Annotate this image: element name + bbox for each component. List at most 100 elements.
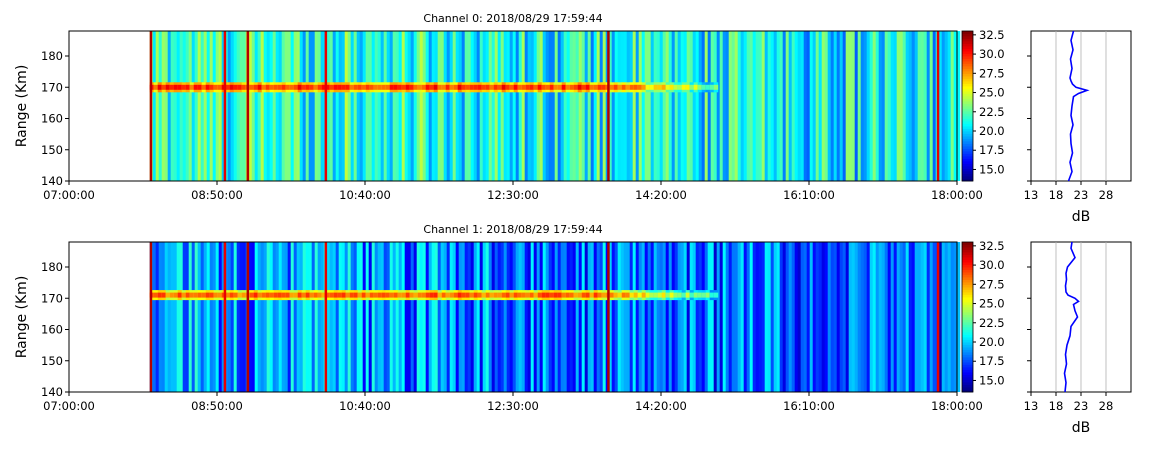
heatmap-column xyxy=(866,31,871,181)
echo-layer-core xyxy=(189,292,195,298)
heatmap-column xyxy=(791,242,796,392)
echo-layer-core xyxy=(593,292,599,298)
heatmap-column xyxy=(479,31,484,181)
echo-layer-core xyxy=(585,292,591,298)
heatmap-column xyxy=(659,242,664,392)
colorbar-segment xyxy=(962,33,973,37)
colorbar-segment xyxy=(962,158,973,162)
colorbar-segment xyxy=(962,178,973,182)
heatmap-column xyxy=(515,31,520,181)
colorbar-segment xyxy=(962,43,973,47)
echo-layer-core xyxy=(709,84,715,90)
heatmap-column xyxy=(701,242,706,392)
heatmap-column xyxy=(947,31,952,181)
colorbar-segment xyxy=(962,41,973,44)
heatmap-column xyxy=(428,242,433,392)
y-tick-label: 150 xyxy=(41,143,63,157)
heatmap-column xyxy=(269,31,274,181)
heatmap-column xyxy=(707,242,712,392)
heatmap-column xyxy=(314,31,319,181)
heatmap-column xyxy=(668,242,673,392)
heatmap-column xyxy=(815,242,820,392)
heatmap-column xyxy=(878,242,883,392)
echo-layer-core xyxy=(225,84,231,90)
heatmap-column xyxy=(461,242,466,392)
colorbar-tick-label: 17.5 xyxy=(979,354,1005,368)
heatmap-column xyxy=(344,242,349,392)
heatmap-column xyxy=(533,242,538,392)
heatmap-column xyxy=(845,242,850,392)
heatmap-column xyxy=(785,31,790,181)
colorbar-segment xyxy=(962,317,973,320)
colorbar-segment xyxy=(962,88,973,92)
heatmap-column xyxy=(779,242,784,392)
colorbar-segment xyxy=(962,133,973,137)
heatmap-column xyxy=(716,242,721,392)
heatmap-column xyxy=(740,31,745,181)
heatmap-column xyxy=(416,31,421,181)
heatmap-column xyxy=(497,31,502,181)
colorbar-segment xyxy=(962,384,973,388)
heatmap-column xyxy=(872,31,877,181)
echo-layer-core xyxy=(405,84,411,90)
colorbar-segment xyxy=(962,314,973,318)
heatmap-column xyxy=(422,31,427,181)
heatmap-column xyxy=(473,31,478,181)
echo-layer-core xyxy=(613,84,619,90)
heatmap-column xyxy=(803,31,808,181)
heatmap-column xyxy=(458,31,463,181)
colorbar-segment xyxy=(962,161,973,164)
heatmap-column xyxy=(599,31,604,181)
heatmap-column xyxy=(944,242,949,392)
heatmap-column xyxy=(434,242,439,392)
heatmap-column xyxy=(551,242,556,392)
heatmap-column xyxy=(866,242,871,392)
heatmap-column xyxy=(353,31,358,181)
panel-title: Channel 0: 2018/08/29 17:59:44 xyxy=(423,12,602,25)
heatmap-column xyxy=(626,31,631,181)
heatmap-column xyxy=(206,242,211,392)
heatmap-column xyxy=(455,31,460,181)
heatmap-column xyxy=(659,31,664,181)
heatmap-column xyxy=(191,242,196,392)
heatmap-column xyxy=(296,242,301,392)
colorbar-segment xyxy=(962,51,973,54)
echo-layer-core xyxy=(217,84,223,90)
heatmap-column xyxy=(623,31,628,181)
echo-layer-core xyxy=(269,292,275,298)
heatmap-column xyxy=(737,31,742,181)
heatmap-column xyxy=(215,242,220,392)
echo-layer-core xyxy=(397,292,403,298)
echo-layer-core xyxy=(417,84,423,90)
heatmap-column xyxy=(425,31,430,181)
echo-layer-core xyxy=(577,292,583,298)
heatmap-column xyxy=(920,31,925,181)
echo-layer-core xyxy=(301,292,307,298)
heatmap-column xyxy=(593,242,598,392)
heatmap-column xyxy=(236,31,241,181)
heatmap-column xyxy=(656,242,661,392)
heatmap-column xyxy=(380,242,385,392)
echo-layer-core xyxy=(465,292,471,298)
colorbar-segment xyxy=(962,284,973,288)
heatmap-column xyxy=(626,242,631,392)
echo-layer-core xyxy=(401,84,407,90)
echo-layer-core xyxy=(429,84,435,90)
heatmap-column xyxy=(566,31,571,181)
heatmap-column xyxy=(665,242,670,392)
echo-layer-core xyxy=(185,84,191,90)
echo-layer-core xyxy=(393,84,399,90)
x-tick-label: 12:30:00 xyxy=(487,188,539,202)
echo-layer-core xyxy=(349,84,355,90)
heatmap-column xyxy=(362,31,367,181)
echo-layer-core xyxy=(669,84,675,90)
heatmap-column xyxy=(557,31,562,181)
echo-layer-core xyxy=(569,84,575,90)
echo-layer-core xyxy=(553,84,559,90)
colorbar-segment xyxy=(962,257,973,260)
heatmap-column xyxy=(944,31,949,181)
heatmap-column xyxy=(182,31,187,181)
colorbar-segment xyxy=(962,367,973,370)
echo-layer-core xyxy=(261,292,267,298)
heatmap-column xyxy=(476,31,481,181)
